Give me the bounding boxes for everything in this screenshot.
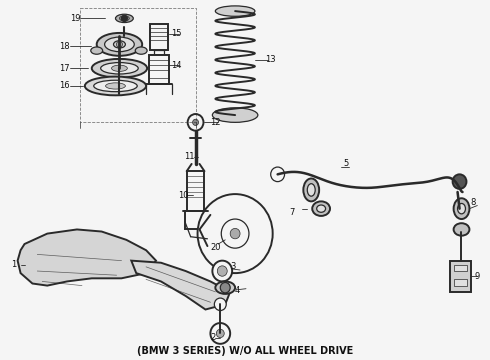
- Bar: [454, 279, 467, 285]
- Bar: [454, 265, 467, 271]
- Text: 17: 17: [59, 64, 70, 73]
- Ellipse shape: [92, 59, 147, 78]
- Circle shape: [220, 283, 230, 293]
- Ellipse shape: [114, 41, 125, 48]
- Circle shape: [214, 298, 226, 311]
- Ellipse shape: [303, 179, 319, 201]
- Text: 1: 1: [11, 260, 16, 269]
- Ellipse shape: [116, 14, 133, 23]
- Circle shape: [221, 219, 249, 248]
- Circle shape: [122, 15, 127, 22]
- Circle shape: [453, 174, 466, 189]
- Ellipse shape: [215, 282, 235, 294]
- Circle shape: [270, 167, 285, 181]
- Bar: [187, 171, 204, 211]
- Ellipse shape: [104, 37, 134, 51]
- Text: 18: 18: [59, 42, 70, 51]
- Ellipse shape: [212, 108, 258, 122]
- Text: 12: 12: [210, 118, 221, 127]
- Ellipse shape: [91, 47, 102, 54]
- Polygon shape: [18, 229, 156, 285]
- Text: 4: 4: [235, 286, 241, 295]
- Ellipse shape: [135, 47, 147, 54]
- Ellipse shape: [454, 198, 469, 219]
- Text: 20: 20: [210, 243, 221, 252]
- Circle shape: [117, 41, 122, 48]
- Ellipse shape: [312, 201, 330, 216]
- Ellipse shape: [215, 6, 255, 16]
- Text: 10: 10: [178, 191, 188, 200]
- Ellipse shape: [307, 184, 315, 196]
- Text: 5: 5: [344, 159, 349, 168]
- Ellipse shape: [458, 203, 466, 214]
- Polygon shape: [131, 261, 230, 310]
- Ellipse shape: [100, 63, 138, 74]
- Bar: [450, 261, 471, 292]
- Text: 19: 19: [70, 14, 80, 23]
- Ellipse shape: [317, 205, 325, 212]
- Ellipse shape: [97, 33, 142, 56]
- Text: 14: 14: [171, 61, 181, 70]
- Ellipse shape: [85, 77, 146, 95]
- Text: 8: 8: [470, 198, 476, 207]
- Text: 15: 15: [171, 30, 181, 39]
- Ellipse shape: [106, 83, 125, 89]
- Text: 9: 9: [474, 272, 480, 281]
- Bar: [154, 50, 164, 55]
- Text: 11: 11: [184, 152, 194, 161]
- Bar: [150, 23, 168, 50]
- Text: 7: 7: [290, 208, 295, 217]
- Ellipse shape: [94, 80, 137, 92]
- Text: 16: 16: [59, 81, 70, 90]
- Circle shape: [210, 323, 230, 344]
- Ellipse shape: [120, 16, 129, 21]
- Bar: [149, 55, 169, 84]
- Circle shape: [193, 119, 198, 126]
- Circle shape: [212, 261, 232, 282]
- Circle shape: [188, 114, 203, 131]
- Ellipse shape: [454, 223, 469, 236]
- Ellipse shape: [112, 65, 127, 71]
- Text: 3: 3: [230, 262, 236, 271]
- Circle shape: [216, 329, 224, 338]
- Circle shape: [230, 228, 240, 239]
- Text: 2: 2: [210, 333, 216, 342]
- Circle shape: [197, 194, 272, 273]
- Bar: [185, 211, 206, 229]
- Text: 13: 13: [265, 55, 275, 64]
- Circle shape: [218, 266, 227, 276]
- Text: (BMW 3 SERIES) W/O ALL WHEEL DRIVE: (BMW 3 SERIES) W/O ALL WHEEL DRIVE: [137, 346, 353, 356]
